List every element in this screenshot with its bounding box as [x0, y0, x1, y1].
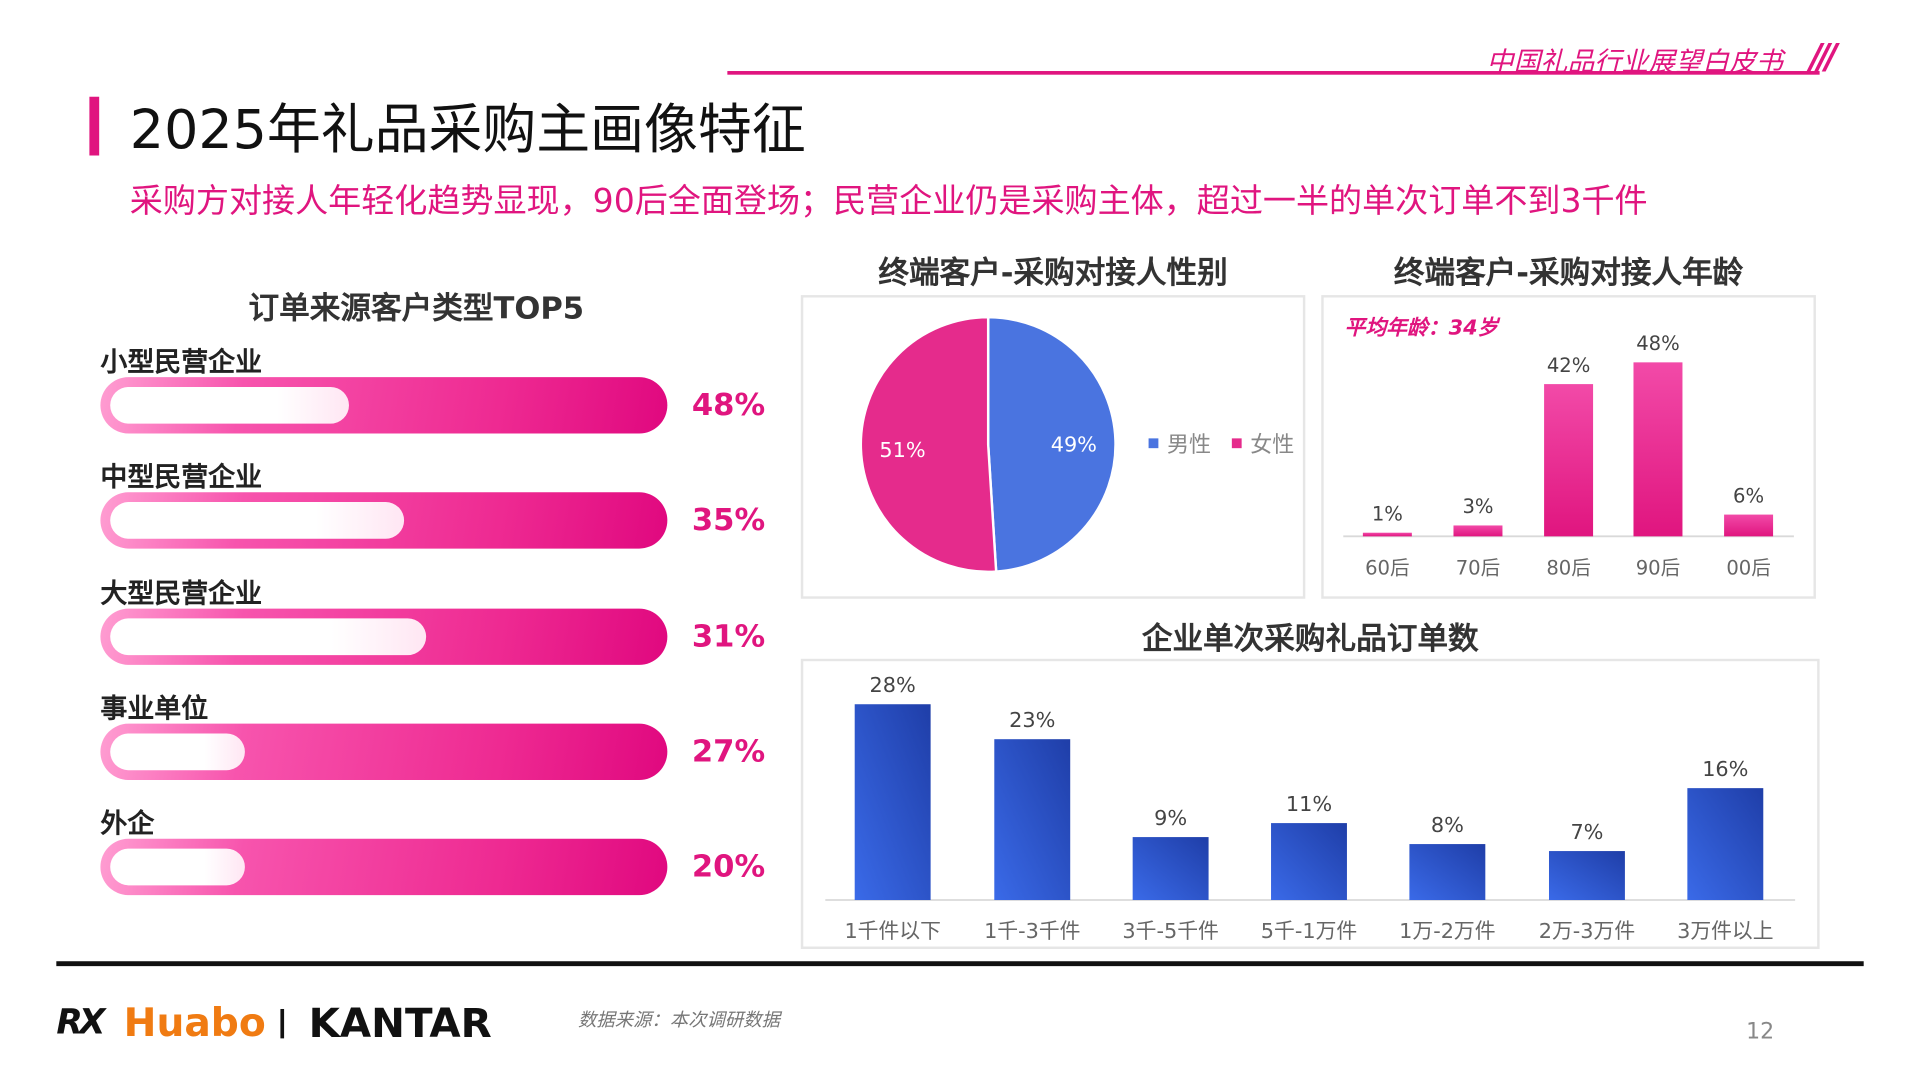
slice-label: 51%: [879, 438, 925, 462]
bar: [994, 739, 1071, 901]
gender-pie-chart: 49% 51% 男性 女性: [859, 315, 1294, 574]
data-label: 20%: [691, 848, 766, 885]
footer-line: [56, 961, 1864, 967]
bar: [1687, 788, 1764, 901]
slash-decoration: ///: [1809, 36, 1838, 78]
bar: [100, 838, 668, 896]
average-age-annotation: 平均年龄：34岁: [1344, 315, 1499, 341]
data-label: 31%: [691, 618, 766, 654]
header-line: [727, 71, 1820, 75]
data-label: 3%: [1462, 495, 1493, 518]
data-label: 42%: [1547, 354, 1591, 377]
page-subtitle: 采购方对接人年轻化趋势显现，90后全面登场；民营企业仍是采购主体，超过一半的单次…: [129, 182, 1648, 221]
tick-label: 70后: [1456, 556, 1501, 579]
bar: [1633, 362, 1683, 537]
rx-logo: RX: [56, 1001, 105, 1043]
tick-label: 80后: [1546, 556, 1590, 579]
age-chart-title: 终端客户-采购对接人年龄: [1393, 254, 1744, 291]
tick-label: 1万-2万件: [1399, 919, 1495, 943]
logo-divider: [280, 1008, 285, 1039]
bar: [100, 377, 668, 434]
title-accent-bar: [89, 96, 100, 156]
bar-highlight: [110, 502, 405, 539]
gender-chart-title: 终端客户-采购对接人性别: [878, 254, 1228, 291]
kantar-logo: KANTAR: [308, 999, 492, 1047]
order-bar-chart: 28% 1千件以下 23% 1千-3千件 9% 3千-5千件 11% 5千-1万件 8% 1万-2…: [825, 673, 1796, 943]
legend-swatch: [1231, 438, 1242, 449]
data-label: 6%: [1733, 484, 1764, 507]
bar: [1724, 514, 1774, 537]
data-label: 28%: [870, 673, 916, 697]
bar: [100, 723, 668, 781]
tick-label: 3万件以上: [1677, 919, 1773, 943]
tick-label: 60后: [1365, 556, 1409, 579]
pie-slice: [859, 315, 998, 574]
tick-label: 1千-3千件: [984, 919, 1080, 943]
category-label: 事业单位: [100, 694, 209, 725]
data-label: 1%: [1372, 502, 1403, 525]
bar: [100, 608, 668, 665]
tick-label: 00后: [1726, 556, 1771, 579]
bar-highlight: [110, 386, 349, 424]
bar: [1544, 384, 1594, 537]
data-label: 7%: [1570, 820, 1603, 844]
data-label: 8%: [1431, 813, 1464, 837]
pie-slice: [986, 315, 1117, 573]
category-label: 中型民营企业: [100, 462, 263, 494]
tick-label: 5千-1万件: [1261, 919, 1357, 943]
top5-chart-title: 订单来源客户类型TOP5: [248, 290, 585, 326]
bar: [1548, 851, 1625, 901]
order-chart-title: 企业单次采购礼品订单数: [1141, 620, 1479, 657]
legend-label: 男性: [1167, 433, 1211, 458]
data-label: 16%: [1702, 757, 1748, 781]
bar: [1271, 823, 1347, 901]
bar: [1132, 837, 1209, 901]
bar-highlight: [110, 848, 245, 886]
brand-title: 中国礼品行业展望白皮书: [1486, 47, 1783, 79]
bar: [1409, 844, 1486, 901]
data-label: 9%: [1154, 806, 1187, 830]
tick-label: 2万-3万件: [1539, 919, 1635, 943]
bar-highlight: [110, 733, 245, 771]
page-number: 12: [1746, 1018, 1775, 1045]
tick-label: 3千-5千件: [1122, 919, 1218, 943]
data-label: 48%: [1636, 332, 1680, 355]
slice-label: 49%: [1051, 433, 1097, 457]
age-bar-chart: 1% 60后 3% 70后 42% 80后 48% 90后 6% 00后: [1343, 332, 1794, 579]
data-label: 48%: [691, 386, 766, 423]
tick-label: 90后: [1636, 556, 1681, 579]
category-label: 小型民营企业: [100, 347, 263, 379]
category-label: 外企: [100, 809, 155, 841]
bar: [100, 492, 668, 549]
bar-highlight: [110, 618, 427, 656]
bar: [1453, 525, 1503, 537]
data-label: 27%: [691, 733, 766, 769]
huabo-logo: Huabo: [123, 999, 266, 1046]
page-title: 2025年礼品采购主画像特征: [129, 99, 806, 162]
bar: [854, 704, 931, 901]
bar: [1362, 532, 1412, 537]
tick-label: 1千件以下: [844, 919, 940, 943]
category-label: 大型民营企业: [100, 579, 263, 610]
data-source-note: 数据来源：本次调研数据: [577, 1008, 781, 1032]
legend-label: 女性: [1250, 433, 1294, 458]
data-label: 23%: [1009, 708, 1055, 732]
legend-swatch: [1148, 438, 1159, 449]
data-label: 11%: [1286, 792, 1332, 816]
data-label: 35%: [691, 502, 766, 538]
